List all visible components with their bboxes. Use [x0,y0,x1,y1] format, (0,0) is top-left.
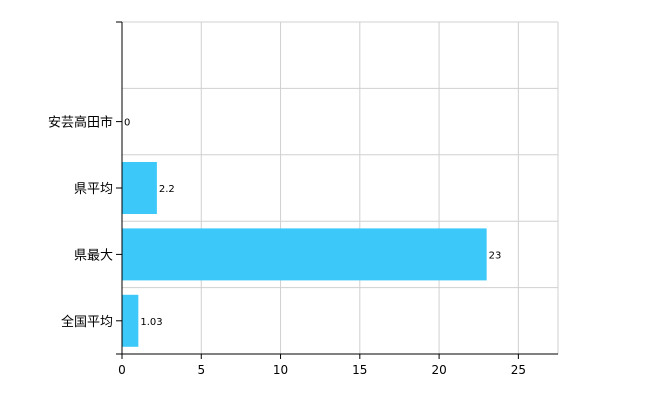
x-tick-label-4: 15 [352,363,367,377]
category-label-4: 全国平均 [61,314,113,330]
data-label-3: 23 [489,250,502,261]
bar-3 [122,228,487,281]
labels: 0 安芸高田市 2.2 県平均 23 県最大 1.03 全国平均 0 5 10 15 20 25 [48,115,526,377]
data-label-2: 2.2 [159,184,175,195]
data-label-1: 0 [124,118,130,129]
data-label-4: 1.03 [140,317,162,328]
bars [122,162,487,347]
x-tick-label-6: 25 [511,363,526,377]
x-tick-label-1: 0 [118,363,126,377]
bar-2 [122,162,157,214]
x-tick-label-3: 10 [273,363,288,377]
axes [116,21,558,359]
gridlines [122,21,559,354]
x-tick-label-2: 5 [197,363,205,377]
x-tick-label-5: 20 [431,363,446,377]
category-label-1: 安芸高田市 [48,115,113,131]
category-label-3: 県最大 [74,248,113,263]
category-label-2: 県平均 [74,182,113,197]
bar-4 [122,294,139,347]
